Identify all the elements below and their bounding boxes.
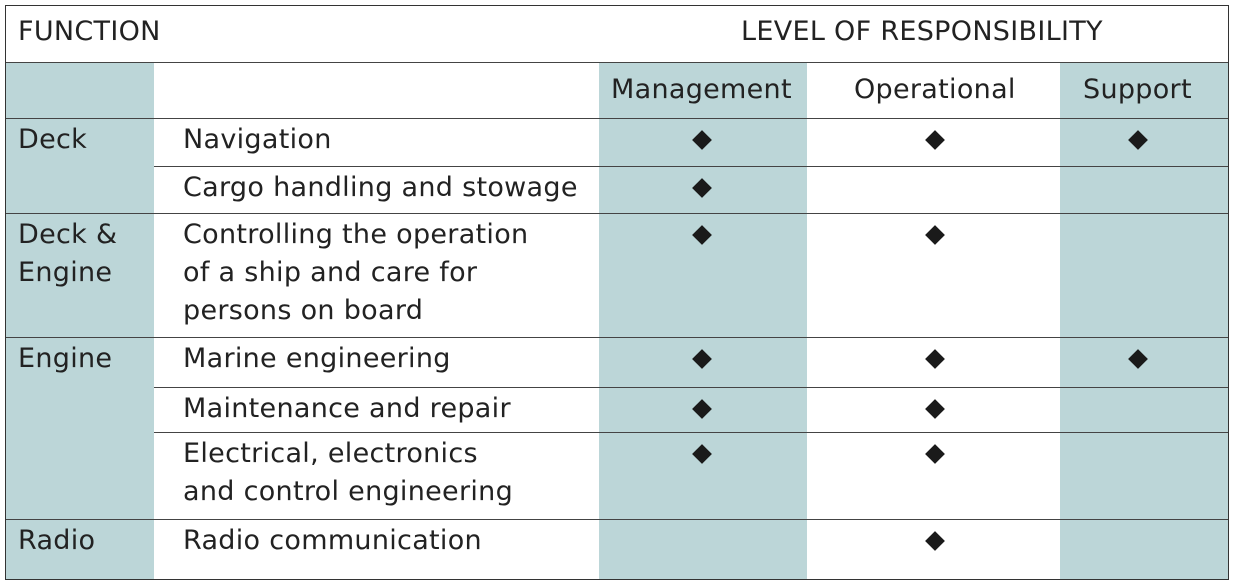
group-label: Engine [18, 257, 113, 288]
row-divider [6, 519, 1228, 520]
column-header-divider [6, 118, 1228, 119]
operational-diamond-icon [925, 399, 945, 419]
row-divider [154, 432, 1228, 433]
function-item-text: Maintenance and repair [183, 393, 511, 424]
function-item-text: and control engineering [183, 476, 514, 507]
function-item-text: Radio communication [183, 525, 482, 556]
function-item-text: Controlling the operation [183, 219, 529, 250]
operational-diamond-icon [925, 130, 945, 150]
row-divider [6, 337, 1228, 338]
operational-diamond-icon [925, 531, 945, 551]
column-header-operational: Operational [854, 74, 1016, 105]
row-divider [154, 166, 1228, 167]
function-column-shade [6, 63, 154, 579]
function-item-text: Electrical, electronics [183, 438, 478, 469]
function-item-text: Marine engineering [183, 343, 451, 374]
group-label: Deck & [18, 219, 118, 250]
management-column-shade [599, 63, 807, 579]
column-header-support: Support [1083, 74, 1192, 105]
group-label: Deck [18, 124, 88, 155]
function-item-text: Navigation [183, 124, 332, 155]
row-divider [6, 213, 1228, 214]
operational-diamond-icon [925, 349, 945, 369]
operational-diamond-icon [925, 444, 945, 464]
function-header: FUNCTION [18, 16, 161, 47]
column-header-management: Management [611, 74, 792, 105]
group-label: Radio [18, 525, 96, 556]
responsibility-table: FUNCTION LEVEL OF RESPONSIBILITY Managem… [5, 5, 1229, 580]
level-of-responsibility-header: LEVEL OF RESPONSIBILITY [741, 16, 1103, 47]
operational-diamond-icon [925, 225, 945, 245]
function-item-text: Cargo handling and stowage [183, 172, 578, 203]
row-divider [154, 387, 1228, 388]
group-label: Engine [18, 343, 113, 374]
function-item-text: persons on board [183, 295, 424, 326]
function-item-text: of a ship and care for [183, 257, 478, 288]
header-divider [6, 62, 1228, 63]
support-column-shade [1060, 63, 1228, 579]
